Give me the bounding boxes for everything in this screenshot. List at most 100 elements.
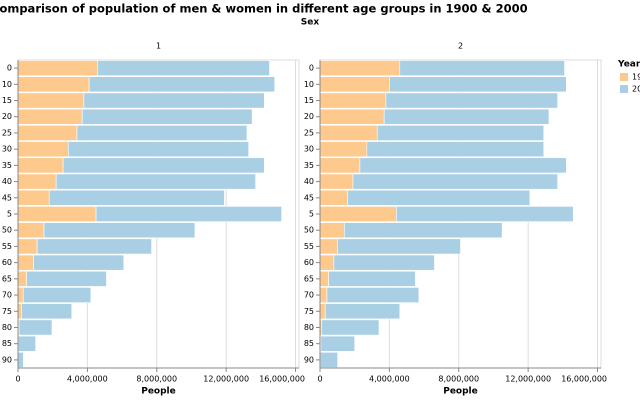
bar (95, 206, 282, 222)
bar (347, 189, 531, 206)
bar (88, 76, 276, 93)
legend-swatch (620, 85, 628, 93)
y-tick-label: 55 (304, 242, 314, 251)
x-tick-label: 12,000,000 (505, 375, 551, 384)
y-tick-label: 85 (2, 339, 12, 348)
bar (343, 222, 503, 239)
facet-label: 2 (458, 42, 463, 51)
bar (333, 254, 435, 271)
bar (321, 319, 380, 336)
y-tick-label: 90 (2, 355, 12, 364)
bar (399, 60, 565, 77)
bar (376, 125, 545, 141)
bar (43, 222, 196, 239)
bar (17, 303, 22, 320)
bar (26, 270, 107, 287)
x-axis-title: People (443, 387, 478, 397)
bar (68, 141, 249, 158)
y-tick-label: 25 (2, 128, 12, 137)
bar (18, 335, 36, 352)
bar (62, 157, 265, 174)
facet-label: 1 (156, 42, 161, 51)
bar (319, 92, 387, 109)
bar (319, 157, 361, 174)
bar (366, 141, 545, 158)
bar (17, 351, 24, 368)
legend-title: Year (617, 60, 640, 70)
bar (22, 287, 92, 303)
x-tick-label: 0 (317, 375, 322, 384)
x-tick-label: 0 (15, 375, 20, 384)
bar (319, 108, 385, 125)
bar (48, 189, 225, 206)
x-tick-label: 4,000,000 (67, 375, 108, 384)
legend-label: 1900 (632, 73, 640, 82)
bar (33, 254, 125, 271)
bar (319, 173, 354, 190)
bar (81, 108, 253, 125)
bar (18, 319, 53, 336)
bar (319, 206, 397, 222)
x-tick-label: 8,000,000 (438, 375, 479, 384)
bar (320, 351, 338, 368)
y-tick-label: 80 (2, 323, 12, 332)
bar (319, 303, 326, 320)
y-tick-label: 25 (304, 128, 314, 137)
x-tick-label: 8,000,000 (136, 375, 177, 384)
y-tick-label: 70 (2, 291, 12, 300)
bar (17, 60, 99, 77)
y-tick-label: 45 (2, 193, 12, 202)
bar (396, 206, 574, 222)
x-tick-label: 16,000,000 (259, 375, 305, 384)
bar (319, 60, 401, 77)
legend-swatch (620, 73, 628, 81)
y-tick-label: 80 (304, 323, 314, 332)
y-tick-label: 5 (7, 210, 12, 219)
bar (319, 254, 335, 271)
y-tick-label: 15 (304, 96, 314, 105)
bar (324, 303, 401, 320)
bar (326, 287, 420, 303)
y-tick-label: 0 (7, 64, 12, 73)
chart-title: Comparison of population of men & women … (0, 2, 528, 16)
y-tick-label: 90 (304, 355, 314, 364)
y-tick-label: 35 (304, 161, 314, 170)
bar (320, 335, 355, 352)
y-tick-label: 35 (2, 161, 12, 170)
bar (383, 108, 550, 125)
bar (17, 189, 50, 206)
y-tick-label: 60 (304, 258, 314, 267)
bar (97, 60, 270, 77)
bar (36, 238, 152, 255)
bar (17, 92, 85, 109)
x-tick-label: 12,000,000 (203, 375, 249, 384)
bar (17, 157, 64, 174)
y-tick-label: 65 (2, 274, 12, 283)
y-tick-label: 55 (2, 242, 12, 251)
x-axis-title: People (141, 387, 176, 397)
bar (385, 92, 558, 109)
bar (319, 76, 390, 93)
y-tick-label: 75 (2, 307, 12, 316)
y-tick-label: 50 (304, 226, 314, 235)
facet-header: Sex (301, 18, 320, 28)
bar (17, 238, 38, 255)
bar (319, 125, 378, 141)
bar (319, 141, 368, 158)
y-tick-label: 30 (2, 145, 12, 154)
bar (17, 270, 27, 287)
bar (55, 173, 256, 190)
bar (328, 270, 416, 287)
x-tick-label: 16,000,000 (561, 375, 607, 384)
y-tick-label: 40 (304, 177, 314, 186)
bar (76, 125, 248, 141)
legend-label: 2000 (632, 85, 640, 94)
bar (337, 238, 461, 255)
bar (17, 206, 97, 222)
bar (17, 108, 83, 125)
x-tick-label: 4,000,000 (369, 375, 410, 384)
y-tick-label: 30 (304, 145, 314, 154)
bar (17, 287, 24, 303)
y-tick-label: 10 (2, 80, 12, 89)
